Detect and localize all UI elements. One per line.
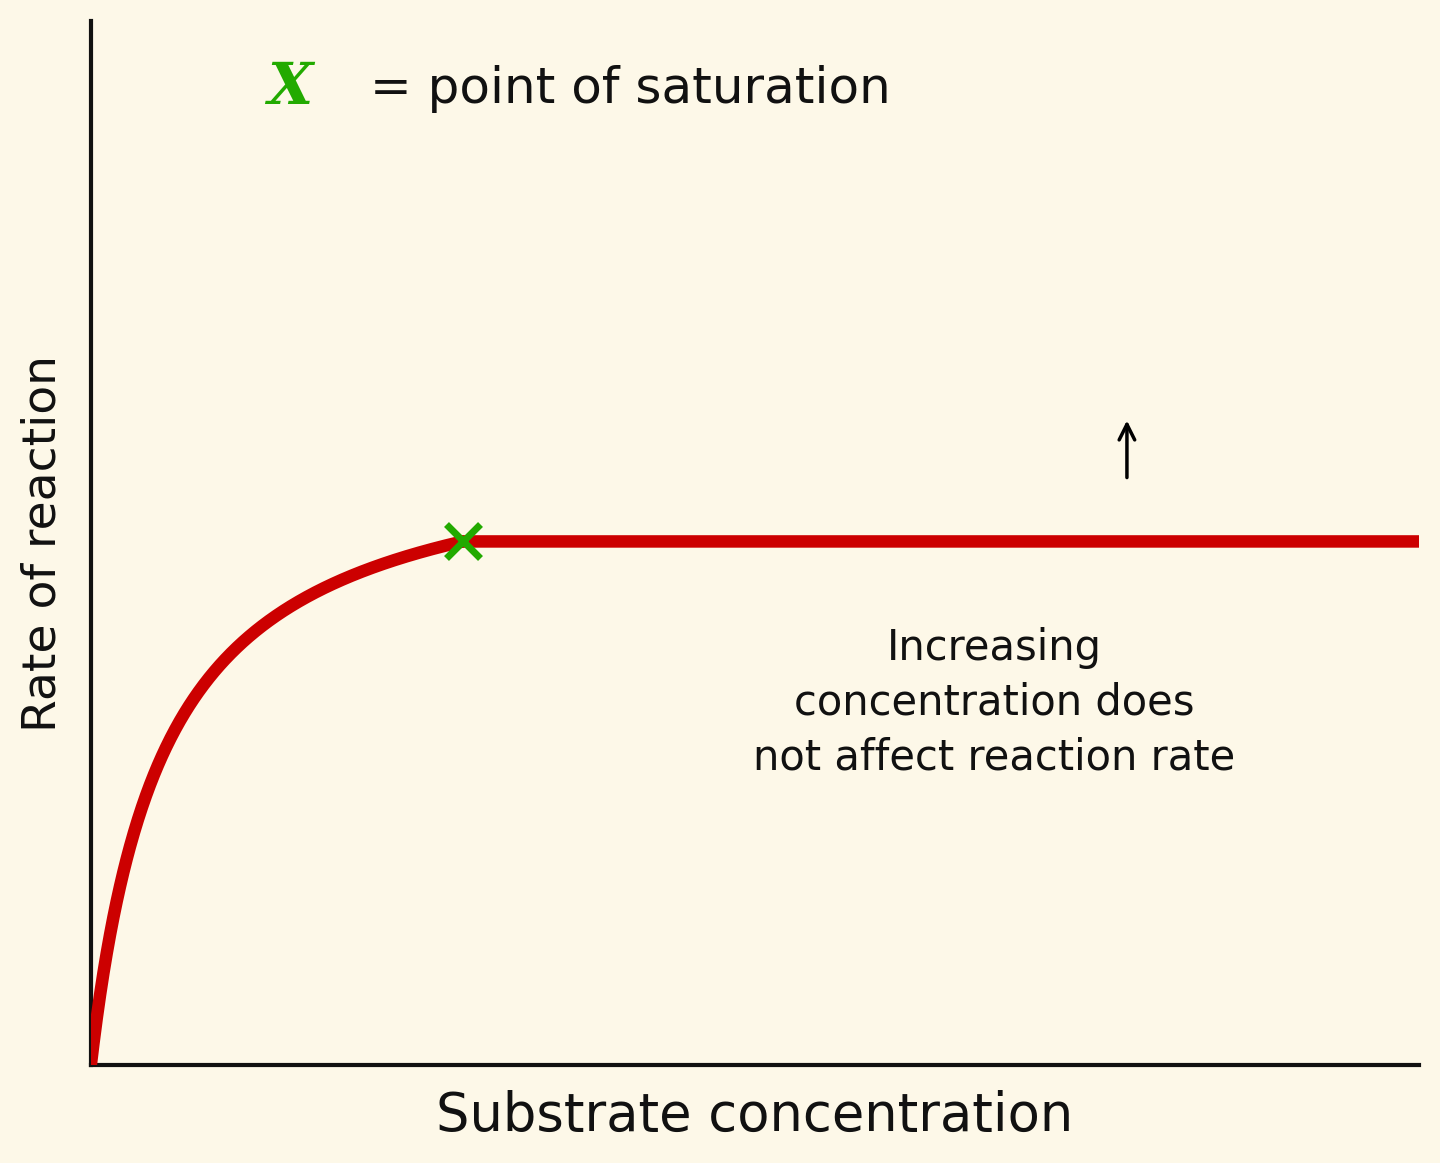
Y-axis label: Rate of reaction: Rate of reaction <box>20 355 66 732</box>
Text: X: X <box>268 60 312 117</box>
Text: Increasing
concentration does
not affect reaction rate: Increasing concentration does not affect… <box>753 627 1236 779</box>
X-axis label: Substrate concentration: Substrate concentration <box>436 1090 1074 1142</box>
Text: = point of saturation: = point of saturation <box>370 65 890 113</box>
